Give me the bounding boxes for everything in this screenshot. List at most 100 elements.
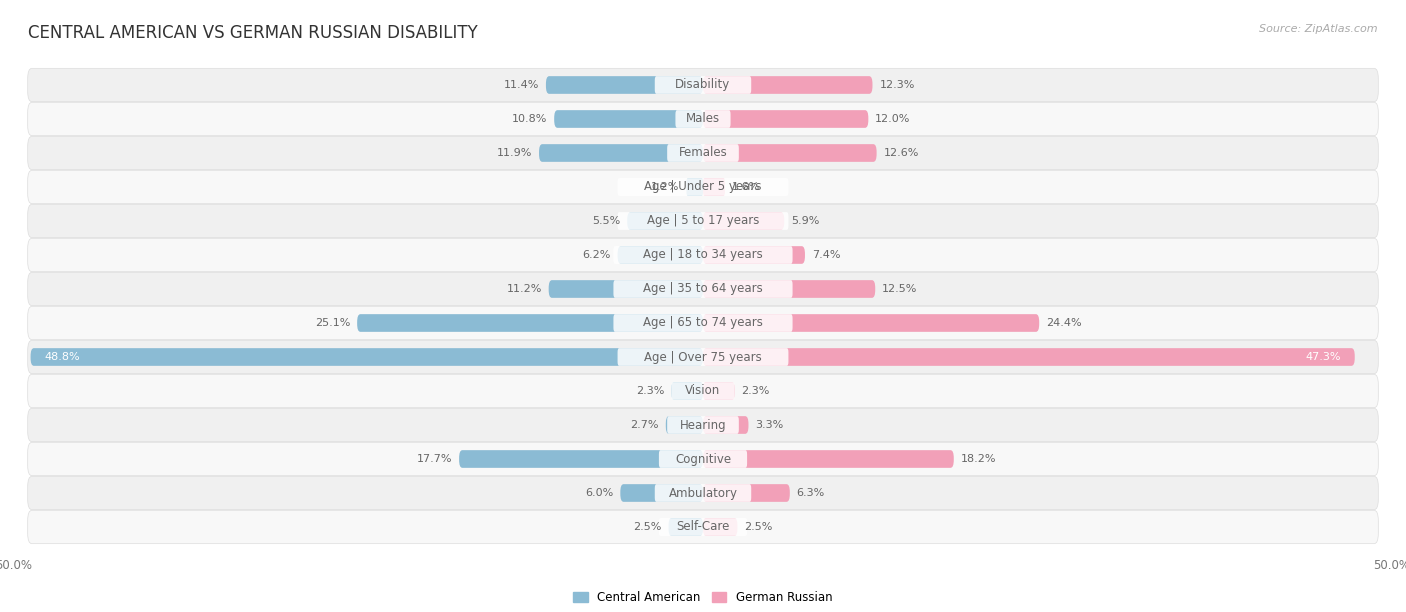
Text: Vision: Vision <box>685 384 721 398</box>
FancyBboxPatch shape <box>675 110 731 128</box>
Text: 11.4%: 11.4% <box>503 80 538 90</box>
Text: Males: Males <box>686 113 720 125</box>
FancyBboxPatch shape <box>538 144 703 162</box>
FancyBboxPatch shape <box>28 307 1378 340</box>
FancyBboxPatch shape <box>28 204 1378 237</box>
Text: 47.3%: 47.3% <box>1305 352 1341 362</box>
FancyBboxPatch shape <box>613 246 793 264</box>
FancyBboxPatch shape <box>546 76 703 94</box>
Text: Disability: Disability <box>675 78 731 92</box>
Text: CENTRAL AMERICAN VS GERMAN RUSSIAN DISABILITY: CENTRAL AMERICAN VS GERMAN RUSSIAN DISAB… <box>28 24 478 42</box>
Text: 5.9%: 5.9% <box>792 216 820 226</box>
Text: 12.0%: 12.0% <box>875 114 911 124</box>
Text: 12.3%: 12.3% <box>879 80 915 90</box>
FancyBboxPatch shape <box>668 416 738 434</box>
Text: 12.6%: 12.6% <box>883 148 920 158</box>
Text: 3.3%: 3.3% <box>755 420 783 430</box>
Text: Age | 65 to 74 years: Age | 65 to 74 years <box>643 316 763 329</box>
Text: 48.8%: 48.8% <box>45 352 80 362</box>
Legend: Central American, German Russian: Central American, German Russian <box>569 586 837 608</box>
Text: Age | 35 to 64 years: Age | 35 to 64 years <box>643 283 763 296</box>
FancyBboxPatch shape <box>703 450 953 468</box>
Text: 12.5%: 12.5% <box>882 284 918 294</box>
Text: Age | Under 5 years: Age | Under 5 years <box>644 181 762 193</box>
FancyBboxPatch shape <box>460 450 703 468</box>
FancyBboxPatch shape <box>703 416 748 434</box>
FancyBboxPatch shape <box>28 272 1378 305</box>
FancyBboxPatch shape <box>703 314 1039 332</box>
FancyBboxPatch shape <box>703 110 869 128</box>
Text: 11.2%: 11.2% <box>506 284 541 294</box>
Text: 2.5%: 2.5% <box>633 522 662 532</box>
FancyBboxPatch shape <box>617 212 789 230</box>
Text: 18.2%: 18.2% <box>960 454 997 464</box>
Text: 7.4%: 7.4% <box>811 250 841 260</box>
FancyBboxPatch shape <box>28 510 1378 543</box>
FancyBboxPatch shape <box>671 382 703 400</box>
Text: 2.3%: 2.3% <box>741 386 770 396</box>
FancyBboxPatch shape <box>357 314 703 332</box>
FancyBboxPatch shape <box>620 484 703 502</box>
Text: 6.2%: 6.2% <box>582 250 610 260</box>
FancyBboxPatch shape <box>666 416 703 434</box>
FancyBboxPatch shape <box>659 518 747 536</box>
Text: 1.2%: 1.2% <box>651 182 679 192</box>
Text: Hearing: Hearing <box>679 419 727 431</box>
FancyBboxPatch shape <box>31 348 703 366</box>
FancyBboxPatch shape <box>655 76 751 94</box>
FancyBboxPatch shape <box>28 170 1378 204</box>
Text: Age | 18 to 34 years: Age | 18 to 34 years <box>643 248 763 261</box>
FancyBboxPatch shape <box>655 484 751 502</box>
FancyBboxPatch shape <box>659 450 747 468</box>
Text: 6.3%: 6.3% <box>797 488 825 498</box>
FancyBboxPatch shape <box>617 246 703 264</box>
FancyBboxPatch shape <box>669 518 703 536</box>
Text: Age | Over 75 years: Age | Over 75 years <box>644 351 762 364</box>
Text: Source: ZipAtlas.com: Source: ZipAtlas.com <box>1260 24 1378 34</box>
Text: 17.7%: 17.7% <box>416 454 453 464</box>
Text: 24.4%: 24.4% <box>1046 318 1081 328</box>
FancyBboxPatch shape <box>668 144 738 162</box>
Text: Self-Care: Self-Care <box>676 520 730 534</box>
FancyBboxPatch shape <box>671 382 735 400</box>
FancyBboxPatch shape <box>703 76 873 94</box>
FancyBboxPatch shape <box>703 144 876 162</box>
Text: 6.0%: 6.0% <box>585 488 613 498</box>
Text: 5.5%: 5.5% <box>592 216 620 226</box>
Text: 1.6%: 1.6% <box>733 182 761 192</box>
FancyBboxPatch shape <box>28 69 1378 102</box>
Text: Cognitive: Cognitive <box>675 452 731 466</box>
FancyBboxPatch shape <box>28 102 1378 136</box>
Text: 2.7%: 2.7% <box>630 420 659 430</box>
Text: 2.3%: 2.3% <box>636 386 665 396</box>
FancyBboxPatch shape <box>617 348 789 366</box>
FancyBboxPatch shape <box>703 246 806 264</box>
FancyBboxPatch shape <box>548 280 703 298</box>
FancyBboxPatch shape <box>28 375 1378 408</box>
Text: 10.8%: 10.8% <box>512 114 547 124</box>
FancyBboxPatch shape <box>28 476 1378 510</box>
Text: 25.1%: 25.1% <box>315 318 350 328</box>
FancyBboxPatch shape <box>613 314 793 332</box>
FancyBboxPatch shape <box>703 212 785 230</box>
FancyBboxPatch shape <box>554 110 703 128</box>
FancyBboxPatch shape <box>28 238 1378 272</box>
Text: Ambulatory: Ambulatory <box>668 487 738 499</box>
FancyBboxPatch shape <box>617 178 789 196</box>
FancyBboxPatch shape <box>28 408 1378 442</box>
Text: 2.5%: 2.5% <box>744 522 773 532</box>
FancyBboxPatch shape <box>28 442 1378 476</box>
Text: Females: Females <box>679 146 727 160</box>
FancyBboxPatch shape <box>703 178 725 196</box>
FancyBboxPatch shape <box>613 280 793 298</box>
FancyBboxPatch shape <box>703 484 790 502</box>
Text: Age | 5 to 17 years: Age | 5 to 17 years <box>647 214 759 228</box>
FancyBboxPatch shape <box>28 340 1378 374</box>
FancyBboxPatch shape <box>28 136 1378 170</box>
FancyBboxPatch shape <box>703 382 735 400</box>
FancyBboxPatch shape <box>686 178 703 196</box>
FancyBboxPatch shape <box>627 212 703 230</box>
Text: 11.9%: 11.9% <box>496 148 531 158</box>
FancyBboxPatch shape <box>703 280 875 298</box>
FancyBboxPatch shape <box>703 348 1355 366</box>
